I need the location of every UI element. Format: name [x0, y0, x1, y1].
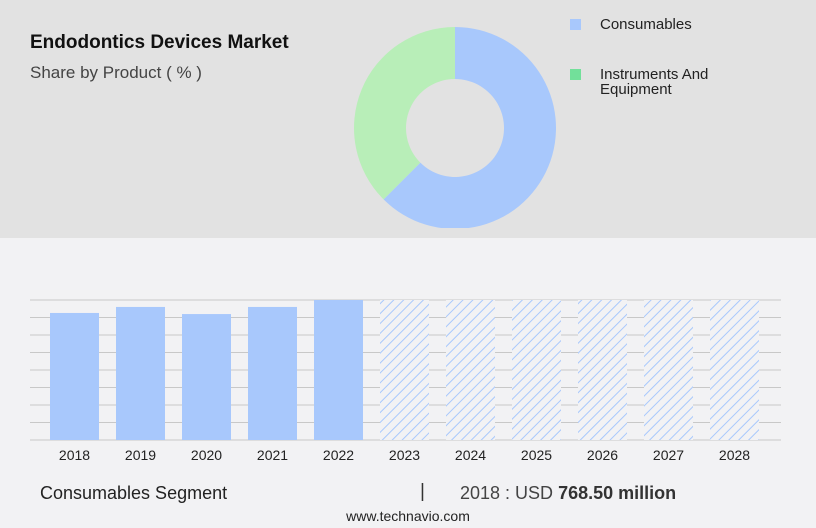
x-tick-label: 2020: [191, 447, 222, 463]
x-tick-label: 2023: [389, 447, 420, 463]
x-tick-label: 2022: [323, 447, 354, 463]
donut-slice-consumables: [383, 27, 556, 229]
value-prefix: 2018 : USD: [460, 483, 554, 503]
chart-subtitle: Share by Product ( % ): [30, 63, 202, 82]
website-link[interactable]: www.technavio.com: [346, 508, 470, 524]
segment-label: Consumables Segment: [40, 483, 228, 503]
x-tick-label: 2018: [59, 447, 90, 463]
bar-2021: [248, 306, 297, 440]
donut-slice-instruments-and-equipment: [353, 27, 455, 200]
bar-forecast-2026: [578, 300, 627, 440]
x-tick-label: 2019: [125, 447, 156, 463]
legend-label-instruments: Instruments And Equipment: [600, 66, 709, 98]
bar-2022: [314, 300, 363, 440]
legend-label-consumables: Consumables: [600, 16, 692, 33]
x-tick-label: 2021: [257, 447, 288, 463]
x-tick-label: 2025: [521, 447, 552, 463]
x-tick-label: 2027: [653, 447, 684, 463]
x-tick-label: 2024: [455, 447, 486, 463]
bar-forecast-2027: [644, 300, 693, 440]
legend-swatch-instruments: [570, 69, 581, 80]
x-tick-label: 2026: [587, 447, 618, 463]
legend-swatch-consumables: [570, 19, 581, 30]
x-tick-label: 2028: [719, 447, 750, 463]
segment-value: 2018 : USD 768.50 million: [460, 483, 676, 504]
bar-chart: 2018 2019 2020 2021 2022 2023 2024 2025 2026 2027…: [30, 299, 781, 463]
bar-forecast-2023: [380, 300, 429, 440]
chart-title: Endodontics Devices Market: [30, 32, 289, 53]
bar-forecast-2024: [446, 300, 495, 440]
footer-separator: |: [420, 481, 425, 502]
bar-forecast-2025: [512, 300, 561, 440]
value-amount: 768.50 million: [558, 483, 677, 503]
bar-2020: [182, 314, 231, 440]
donut-chart: [0, 27, 816, 238]
bar-2018: [50, 312, 99, 440]
bar-2019: [116, 306, 165, 440]
bar-forecast-2028: [710, 300, 759, 440]
